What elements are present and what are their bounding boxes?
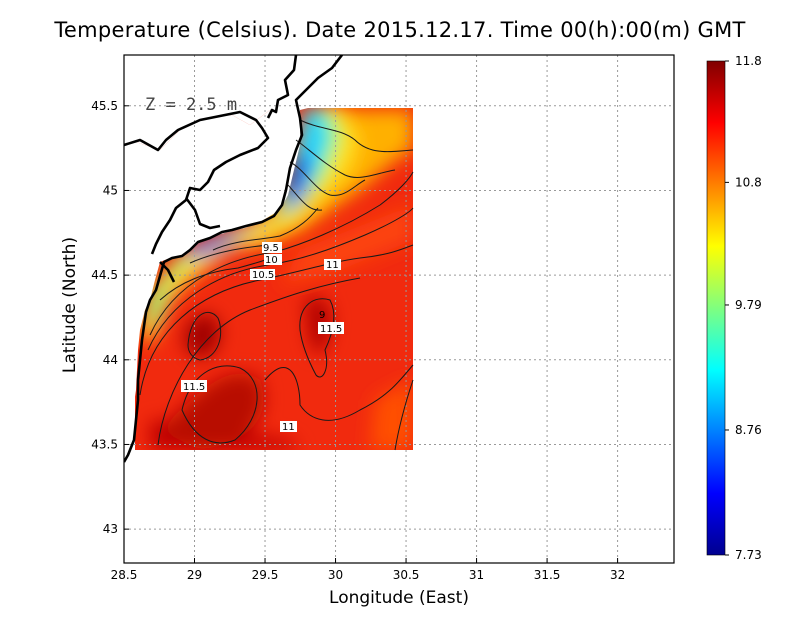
depth-label: Z = 2.5 m [145, 95, 237, 115]
x-tick-label: 30.5 [393, 568, 420, 582]
colorbar: 11.8 10.8 9.79 8.76 7.73 [706, 54, 762, 562]
x-tick-label: 28.5 [111, 568, 138, 582]
x-tick-label: 30 [328, 568, 343, 582]
x-tick-label: 32 [610, 568, 625, 582]
contour-label-11-5-west: 11.5 [183, 382, 205, 393]
x-tick-label: 29.5 [252, 568, 279, 582]
contour-label-9-5: 9.5 [263, 243, 279, 254]
colorbar-gradient [706, 60, 726, 556]
x-tick-label: 31 [469, 568, 484, 582]
y-tick-label: 43.5 [91, 437, 118, 451]
contour-label-11-north: 11 [326, 260, 339, 271]
colorbar-tick-label: 11.8 [735, 54, 762, 68]
x-axis-label: Longitude (East) [329, 588, 469, 608]
contour-label-9: 9 [319, 310, 325, 321]
x-tick-label: 29 [187, 568, 202, 582]
y-tick-label: 43 [103, 522, 118, 536]
x-axis: 28.5 29 29.5 30 30.5 31 31.5 32 [111, 558, 625, 582]
contour-label-group: 9.5 10 10.5 11 9 11.5 11.5 11 [181, 242, 344, 433]
contour-label-11-south: 11 [282, 422, 295, 433]
colorbar-tick-label: 10.8 [735, 175, 762, 189]
coastline [124, 55, 344, 463]
x-tick-label: 31.5 [534, 568, 561, 582]
colorbar-tick-label: 8.76 [735, 423, 762, 437]
contour-lines [139, 119, 414, 451]
y-tick-label: 44.5 [91, 268, 118, 282]
y-axis: 43 43.5 44 44.5 45 45.5 [91, 99, 129, 536]
map-title: Temperature (Celsius). Date 2015.12.17. … [54, 18, 746, 42]
gridlines [124, 55, 674, 563]
colorbar-tick-label: 9.79 [735, 298, 762, 312]
contour-label-10: 10 [265, 255, 278, 266]
y-tick-label: 45 [103, 183, 118, 197]
land-mask [124, 55, 674, 563]
y-tick-label: 45.5 [91, 99, 118, 113]
plot-frame [123, 54, 675, 564]
contour-label-11-5-east: 11.5 [320, 324, 342, 335]
colorbar-tick-label: 7.73 [735, 548, 762, 562]
y-tick-label: 44 [103, 353, 118, 367]
contour-label-10-5: 10.5 [252, 270, 274, 281]
